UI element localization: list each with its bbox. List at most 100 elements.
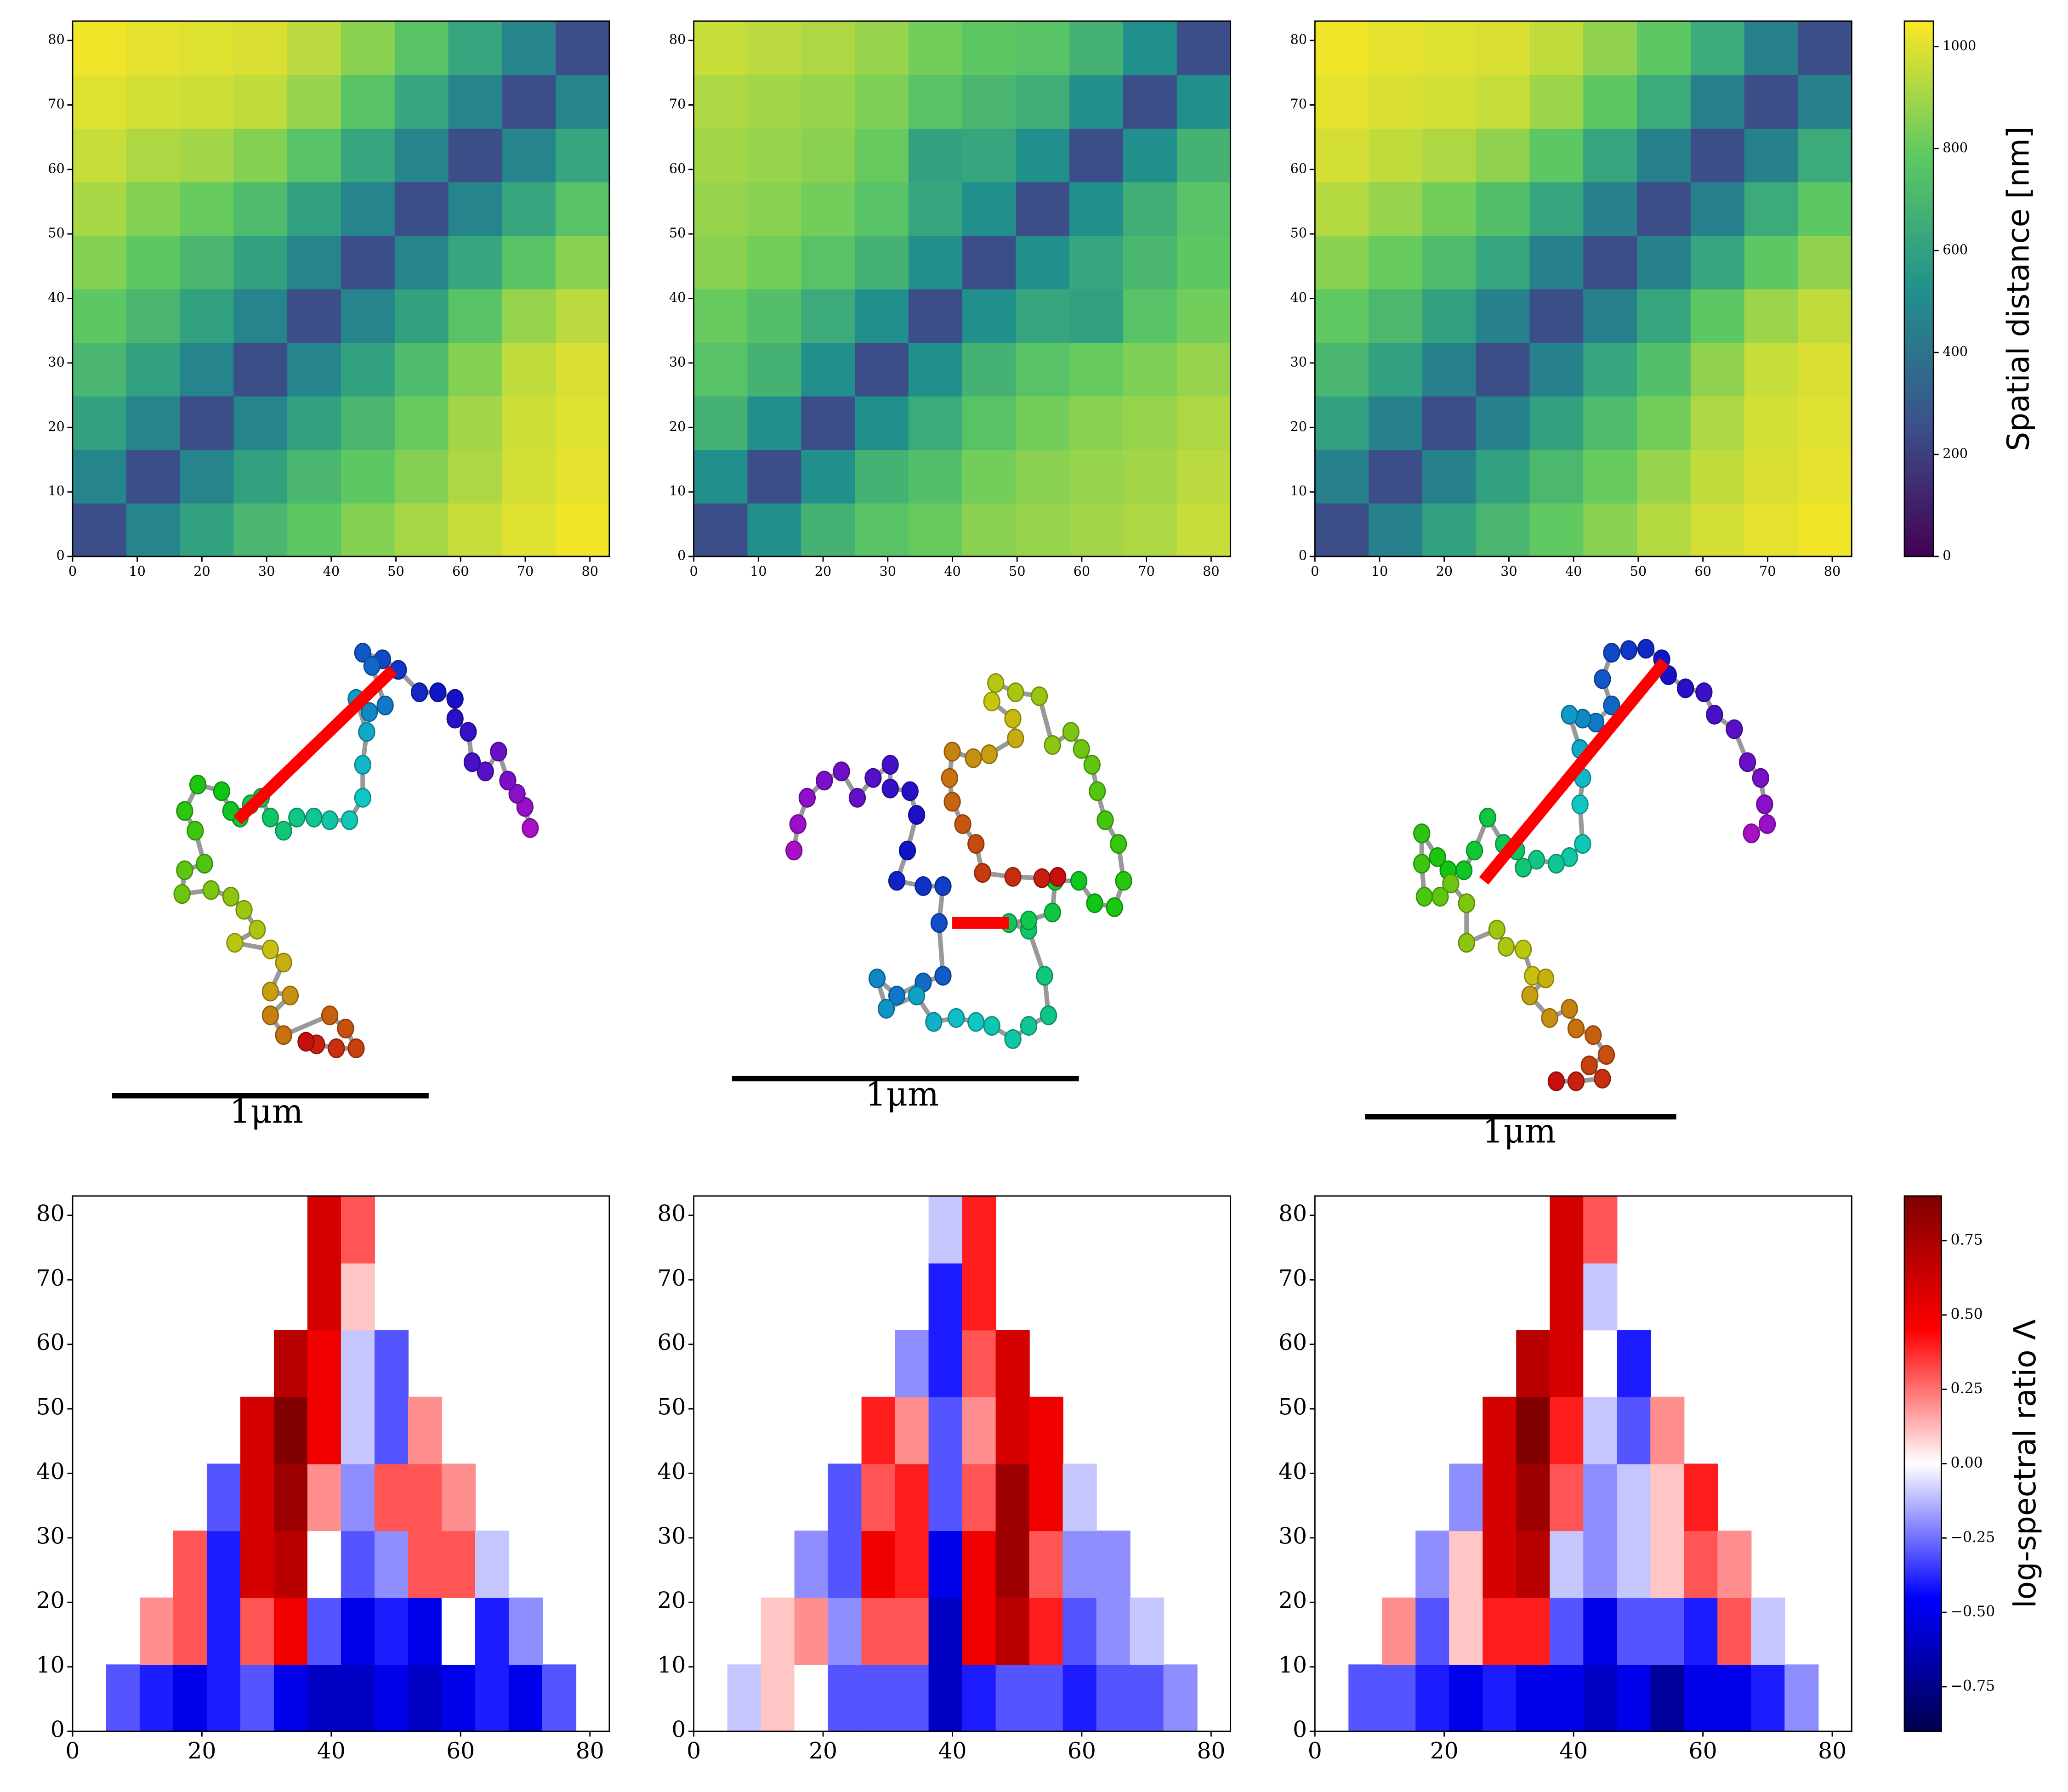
- heatmap-cell: [341, 1263, 375, 1331]
- heatmap-cell: [1422, 342, 1477, 397]
- bead: [1620, 640, 1637, 660]
- heatmap-cell: [1529, 396, 1584, 450]
- heatmap-cell: [374, 1330, 409, 1397]
- heatmap-cell: [1583, 1396, 1618, 1464]
- heatmap-cell: [908, 289, 963, 343]
- heatmap-cell: [1798, 503, 1852, 557]
- heatmap-cell: [1617, 1664, 1651, 1732]
- heatmap-panel: 0 20 40 60 80 0 10 20 30 40 50 60 70 80: [657, 1195, 1232, 1764]
- y-tick-label: 60: [1278, 1329, 1307, 1355]
- bead: [189, 774, 207, 795]
- heatmap-cell: [1583, 74, 1638, 129]
- heatmap-cell: [1690, 74, 1745, 129]
- heatmap-cell: [1029, 1396, 1063, 1464]
- heatmap-cell: [1422, 128, 1477, 182]
- heatmap-cell: [908, 235, 963, 289]
- bead: [934, 966, 952, 986]
- heatmap-cell: [747, 235, 802, 289]
- bead: [1007, 682, 1024, 703]
- heatmap-cell: [1069, 128, 1124, 182]
- heatmap-cell: [1476, 128, 1530, 182]
- heatmap-cell: [1176, 21, 1231, 75]
- bead: [1070, 871, 1088, 891]
- heatmap-cell: [1583, 21, 1638, 75]
- heatmap-cell: [1529, 503, 1584, 557]
- heatmap-panel: 0 10 20 30 40 50 60 70 80 0 10 20 30 40 50 60 70 80: [1290, 20, 1852, 579]
- heatmap-cell: [962, 342, 1017, 397]
- heatmap-cell: [794, 1597, 829, 1665]
- contact-line: [233, 665, 398, 825]
- heatmap-cell: [895, 1531, 929, 1598]
- axes-frame: [1314, 1195, 1852, 1732]
- heatmap-cell: [273, 1664, 308, 1732]
- axes-frame: [72, 1195, 610, 1732]
- heatmap-cell: [408, 1531, 443, 1598]
- heatmap-cell: [502, 128, 557, 182]
- heatmap-cell: [556, 449, 610, 504]
- x-tick-label: 50: [387, 563, 404, 579]
- bead: [460, 722, 477, 742]
- heatmap-cell: [448, 21, 503, 75]
- heatmap-cell: [394, 74, 449, 129]
- heatmap-cell: [801, 289, 856, 343]
- heatmap-cell: [341, 396, 395, 450]
- bead: [864, 768, 882, 788]
- colorbar-tick-label: 600: [1943, 242, 1968, 257]
- bead: [1547, 1071, 1565, 1091]
- heatmap-cell: [1029, 1531, 1063, 1598]
- bead: [908, 986, 926, 1006]
- heatmap-cell: [1717, 1664, 1752, 1732]
- y-tick-label: 30: [48, 354, 65, 369]
- heatmap-cell: [801, 181, 856, 236]
- heatmap-cell: [1690, 396, 1745, 450]
- heatmap-cell: [502, 503, 557, 557]
- heatmap-cell: [1798, 396, 1852, 450]
- heatmap-cell: [861, 1597, 896, 1665]
- heatmap-cell: [233, 503, 288, 557]
- heatmap-cell: [1617, 1463, 1651, 1531]
- bead: [261, 981, 279, 1002]
- heatmap-cell: [747, 396, 802, 450]
- y-tick-label: 40: [36, 1458, 65, 1485]
- bead: [1537, 968, 1555, 988]
- heatmap-cell: [801, 503, 856, 557]
- bead: [798, 788, 816, 808]
- y-tick-label: 80: [1290, 32, 1307, 47]
- heatmap-cell: [287, 235, 342, 289]
- heatmap-panel: 0 20 40 60 80 0 10 20 30 40 50 60 70 80: [36, 1195, 610, 1764]
- bead: [1541, 1008, 1558, 1028]
- heatmap-cell: [693, 449, 748, 504]
- heatmap-cell: [962, 396, 1017, 450]
- heatmap-cell: [72, 128, 127, 182]
- heatmap-cell: [1798, 449, 1852, 504]
- y-tick-label: 50: [669, 225, 686, 241]
- bead: [429, 682, 447, 703]
- bead: [1086, 893, 1103, 913]
- x-tick-label: 60: [446, 1738, 475, 1764]
- heatmap-cell: [1176, 449, 1231, 504]
- heatmap-cell: [126, 74, 181, 129]
- heatmap-cell: [72, 342, 127, 397]
- bead: [288, 807, 306, 828]
- heatmap-cell: [441, 1531, 476, 1598]
- y-tick-label: 80: [36, 1200, 65, 1226]
- heatmap-cell: [1784, 1664, 1819, 1732]
- heatmap-cell: [747, 128, 802, 182]
- heatmap-cell: [1369, 289, 1423, 343]
- heatmap-cell: [240, 1664, 275, 1732]
- bead: [1637, 639, 1655, 659]
- heatmap-cell: [861, 1664, 896, 1732]
- heatmap-cell: [273, 1597, 308, 1665]
- heatmap-cell: [1476, 449, 1530, 504]
- y-tick-label: 20: [657, 1588, 686, 1614]
- heatmap-cell: [1717, 1531, 1752, 1598]
- heatmap-cell: [995, 1463, 1030, 1531]
- heatmap-cell: [854, 128, 909, 182]
- y-tick-label: 0: [671, 1716, 686, 1742]
- heatmap-cell: [408, 1463, 443, 1531]
- bead: [1413, 823, 1431, 844]
- heatmap-cell: [854, 74, 909, 129]
- heatmap-cell: [1637, 128, 1691, 182]
- heatmap-cell: [1583, 1531, 1618, 1598]
